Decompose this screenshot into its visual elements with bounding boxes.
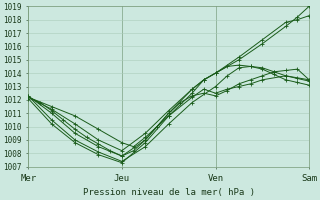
X-axis label: Pression niveau de la mer( hPa ): Pression niveau de la mer( hPa ) (83, 188, 255, 197)
